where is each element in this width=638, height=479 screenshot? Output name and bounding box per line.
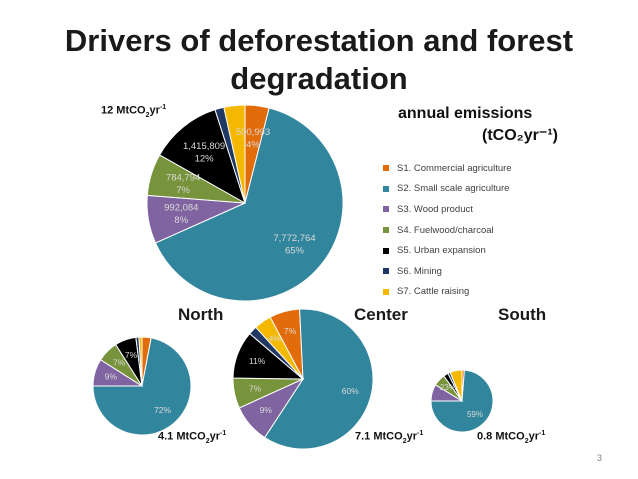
data-label-s1: 4% bbox=[246, 140, 260, 151]
pie-south: 59% 23% bbox=[430, 369, 494, 433]
annual-emissions-heading: annual emissions (tCO₂yr⁻¹) bbox=[398, 103, 558, 147]
data-label-s3: 8% bbox=[174, 215, 188, 226]
pie-north: 72% 9% 7%7% bbox=[92, 336, 192, 436]
pie-slice-s2 bbox=[154, 107, 344, 302]
pie-center: 7% 60% 9% 7% 11% 4% bbox=[232, 308, 374, 450]
region-north-label: North bbox=[178, 305, 224, 324]
pie-slice-s2 bbox=[263, 308, 374, 450]
legend-item-s7: S7. Cattle raising bbox=[383, 282, 512, 303]
data-label-s7: 4% bbox=[269, 333, 282, 343]
legend-swatch bbox=[383, 247, 389, 254]
legend-label: S1. Commercial agriculture bbox=[397, 162, 512, 174]
data-label-s5: 7% bbox=[125, 350, 138, 360]
pie-slice-s7 bbox=[138, 336, 143, 387]
data-label-s5: 11% bbox=[249, 356, 266, 366]
data-label-s3: 9% bbox=[260, 405, 273, 415]
region-center-label: Center bbox=[354, 305, 408, 324]
total-north: 4.1 MtCO2yr-1 bbox=[158, 430, 227, 445]
legend-label: S7. Cattle raising bbox=[397, 286, 470, 298]
slide-title-line2: degradation bbox=[230, 61, 408, 96]
legend-item-s5: S5. Urban expansion bbox=[383, 240, 512, 261]
data-label-s3: 992,084 bbox=[164, 202, 198, 213]
annual-emissions-unit: (tCO₂yr⁻¹) bbox=[482, 127, 558, 144]
legend-label: S3. Wood product bbox=[397, 203, 473, 215]
legend-item-s1: S1. Commercial agriculture bbox=[383, 158, 512, 179]
data-label-s4: 784,794 bbox=[166, 172, 200, 183]
legend-swatch bbox=[383, 185, 389, 192]
data-label-s4: 7% bbox=[176, 185, 190, 196]
slide-title-line1: Drivers of deforestation and forest bbox=[64, 23, 574, 58]
data-label-s1: 7% bbox=[284, 326, 297, 336]
data-label-s2: 7,772,764 bbox=[273, 233, 315, 244]
data-label-s5: 1,415,809 bbox=[183, 141, 225, 152]
legend: S1. Commercial agriculture S2. Small scal… bbox=[383, 158, 512, 302]
data-label-s2: 65% bbox=[285, 245, 305, 256]
slide-title: Drivers of deforestation and forest degr… bbox=[0, 22, 638, 98]
legend-item-s4: S4. Fuelwood/charcoal bbox=[383, 220, 512, 241]
legend-label: S2. Small scale agriculture bbox=[397, 183, 510, 195]
pie-slice-s7 bbox=[255, 316, 304, 380]
legend-swatch bbox=[383, 206, 389, 213]
legend-swatch bbox=[383, 288, 389, 295]
legend-item-s3: S3. Wood product bbox=[383, 199, 512, 220]
data-label-s4: 7% bbox=[113, 357, 126, 367]
legend-label: S4. Fuelwood/charcoal bbox=[397, 224, 494, 236]
legend-swatch bbox=[383, 268, 389, 275]
data-label-s4: 23% bbox=[440, 383, 456, 392]
legend-label: S6. Mining bbox=[397, 265, 442, 277]
total-center: 7.1 MtCO2yr-1 bbox=[355, 430, 424, 445]
pie-slice-s7 bbox=[223, 104, 246, 204]
annual-emissions-line1: annual emissions bbox=[398, 105, 533, 122]
total-national: 12 MtCO2yr-1 bbox=[101, 104, 167, 119]
legend-label: S5. Urban expansion bbox=[397, 245, 486, 257]
page-number: 3 bbox=[596, 453, 602, 463]
legend-swatch bbox=[383, 165, 389, 172]
data-label-s2: 59% bbox=[467, 410, 483, 419]
pie-slice-s7 bbox=[449, 369, 463, 402]
total-south: 0.8 MtCO2yr-1 bbox=[477, 430, 546, 445]
data-label-s1: 500,993 bbox=[236, 127, 270, 138]
data-label-s3: 9% bbox=[105, 371, 118, 381]
legend-item-s2: S2. Small scale agriculture bbox=[383, 179, 512, 200]
legend-swatch bbox=[383, 227, 389, 234]
data-label-s5: 12% bbox=[195, 154, 215, 165]
data-label-s2: 60% bbox=[342, 386, 359, 396]
region-south-label: South bbox=[498, 305, 547, 324]
data-label-s2: 72% bbox=[154, 405, 171, 415]
data-label-s4: 7% bbox=[249, 383, 262, 393]
pie-slice-s5 bbox=[158, 109, 246, 205]
legend-item-s6: S6. Mining bbox=[383, 261, 512, 282]
